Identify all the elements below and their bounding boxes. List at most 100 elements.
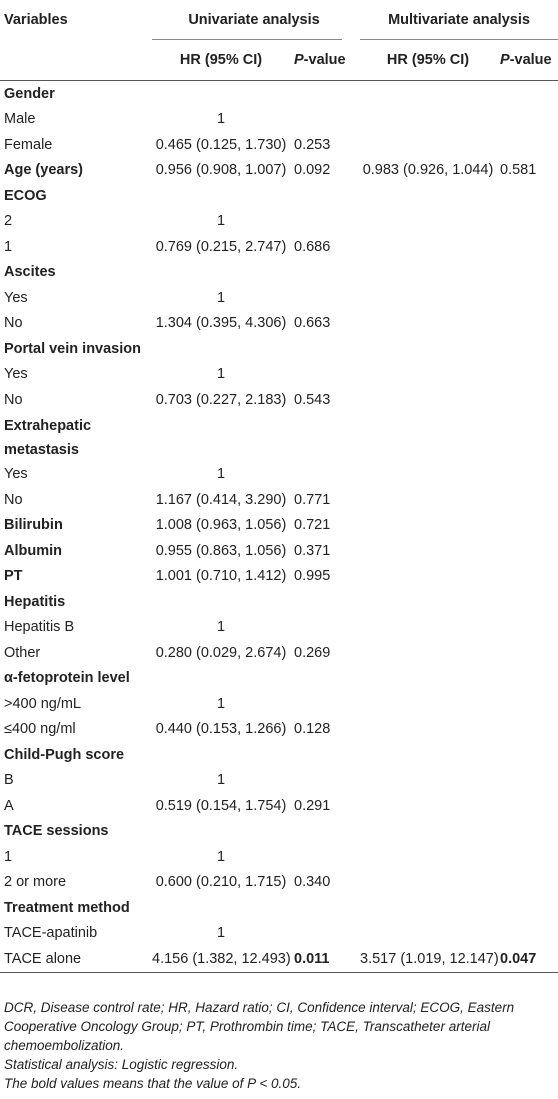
cell (496, 819, 558, 845)
cell: 0.956 (0.908, 1.007) (155, 162, 287, 179)
row-label: 1 (4, 238, 13, 255)
header-row: HR (95% CI) P-value HR (95% CI) P-value (0, 40, 558, 81)
table-row: Albumin 0.955 (0.863, 1.056) 0.371 (0, 538, 558, 564)
table-row: Ascites (0, 260, 558, 286)
cell (356, 209, 496, 235)
cell: 1 (216, 772, 226, 789)
table-row: Child-Pugh score (0, 742, 558, 768)
cell (356, 81, 496, 107)
cell (496, 640, 558, 666)
table-row: No 1.304 (0.395, 4.306) 0.663 (0, 311, 558, 337)
cell (496, 387, 558, 413)
cell (290, 921, 356, 947)
row-label: 1 (4, 848, 13, 865)
cell (356, 311, 496, 337)
cell (290, 844, 356, 870)
header-cell: Multivariate analysis (356, 0, 558, 40)
header-cell: HR (95% CI) (356, 40, 497, 81)
cell (290, 895, 356, 921)
cell (496, 717, 558, 743)
header-cell (0, 40, 148, 81)
cell: 0.047 (496, 946, 558, 973)
cell (356, 336, 496, 362)
cell (148, 666, 290, 692)
header-cell: Variables (4, 12, 68, 28)
table-row: No 1.167 (0.414, 3.290) 0.771 (0, 487, 558, 513)
cell (290, 589, 356, 615)
table-row: TACE-apatinib 1 (0, 921, 558, 947)
cell: 3.517 (1.019, 12.147) (356, 946, 499, 973)
cell: 0.600 (0.210, 1.715) (155, 874, 287, 891)
row-label: >400 ng/mL (4, 695, 81, 712)
cell (496, 895, 558, 921)
cell (356, 691, 496, 717)
header-cell: P-value (496, 40, 558, 81)
cell: 0.703 (0.227, 2.183) (155, 391, 287, 408)
cell (148, 589, 290, 615)
table-row: Yes 1 (0, 462, 558, 488)
row-label: No (4, 391, 23, 408)
table-row: TACE alone 4.156 (1.382, 12.493) 0.011 3.51… (0, 946, 558, 973)
table-row: Female 0.465 (0.125, 1.730) 0.253 (0, 132, 558, 158)
cell (496, 260, 558, 286)
cell (356, 870, 496, 896)
cell: 0.011 (290, 946, 357, 973)
cell (496, 311, 558, 337)
cell (496, 691, 558, 717)
cell: 0.092 (294, 162, 331, 179)
group-title: Multivariate analysis (388, 12, 530, 28)
cell (290, 81, 356, 107)
table-row: TACE sessions (0, 819, 558, 845)
row-label: PT (4, 568, 23, 585)
table-row: Extrahepatic metastasis (0, 413, 558, 462)
footnotes: DCR, Disease control rate; HR, Hazard ra… (4, 998, 549, 1093)
row-label: Hepatitis (4, 593, 66, 610)
cell (356, 742, 496, 768)
cell: 0.269 (294, 644, 331, 661)
cell (290, 336, 356, 362)
cell (496, 336, 558, 362)
cell (496, 107, 558, 133)
cell (496, 487, 558, 513)
cell (356, 285, 496, 311)
cell (496, 413, 558, 462)
cell: 1.008 (0.963, 1.056) (155, 517, 287, 534)
cell (356, 234, 496, 260)
table-row: No 0.703 (0.227, 2.183) 0.543 (0, 387, 558, 413)
cell: 0.581 (500, 162, 537, 179)
cell (356, 589, 496, 615)
row-label: Ascites (4, 264, 56, 281)
cell (496, 564, 558, 590)
cell: 0.465 (0.125, 1.730) (155, 136, 287, 153)
table-row: Yes 1 (0, 285, 558, 311)
cell (356, 362, 496, 388)
cell (148, 336, 290, 362)
cell (148, 895, 290, 921)
row-label: No (4, 491, 23, 508)
row-label: Albumin (4, 542, 62, 559)
cell (148, 819, 290, 845)
cell (356, 768, 496, 794)
cell: 0.955 (0.863, 1.056) (155, 542, 287, 559)
cell: 1 (216, 213, 226, 230)
cell (290, 615, 356, 641)
cell (356, 895, 496, 921)
table-row: ≤400 ng/ml 0.440 (0.153, 1.266) 0.128 (0, 717, 558, 743)
cell (496, 870, 558, 896)
cell (290, 462, 356, 488)
cell: 0.663 (294, 315, 331, 332)
cell (356, 132, 496, 158)
cell (356, 564, 496, 590)
cell: 0.340 (294, 874, 331, 891)
row-label: Gender (4, 85, 55, 102)
cell: 0.371 (294, 542, 331, 559)
cell (290, 768, 356, 794)
row-label: Yes (4, 289, 28, 306)
cell (496, 793, 558, 819)
cell: 1 (216, 466, 226, 483)
cell (496, 768, 558, 794)
cell: 0.280 (0.029, 2.674) (155, 644, 287, 661)
cell: 0.253 (294, 136, 331, 153)
